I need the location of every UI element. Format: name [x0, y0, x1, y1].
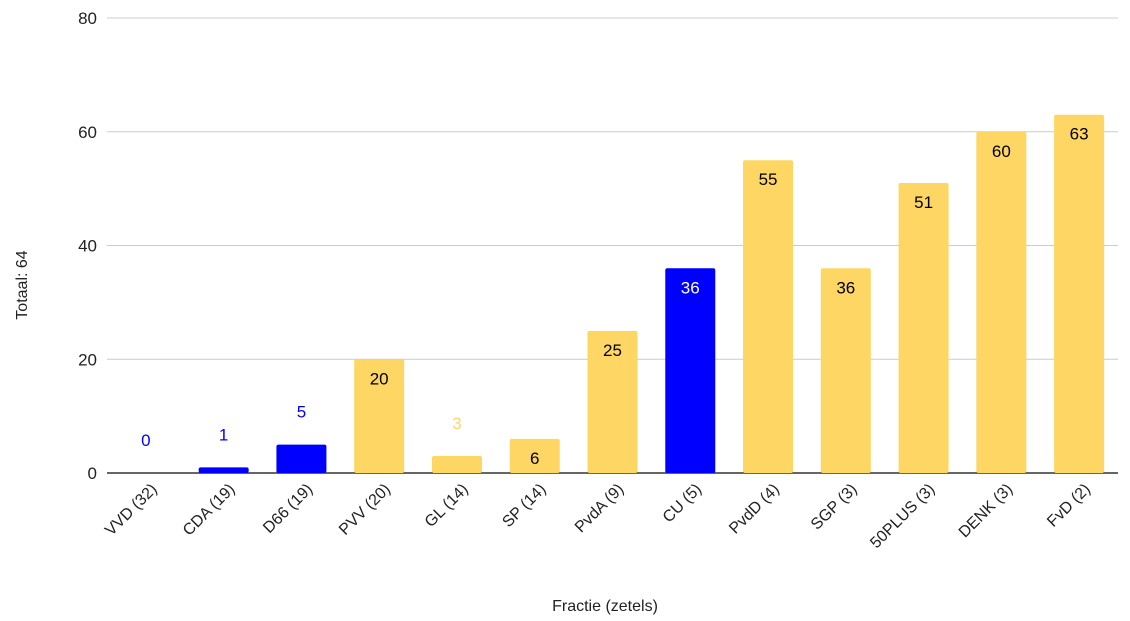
x-axis-title: Fractie (zetels): [552, 598, 658, 615]
y-axis-title: Totaal: 64: [14, 250, 31, 319]
data-label: 51: [914, 193, 933, 212]
bar: [1054, 114, 1105, 473]
x-tick-label: 50PLUS (3): [867, 481, 938, 552]
bar: [665, 268, 716, 473]
data-label: 60: [992, 142, 1011, 161]
bar: [976, 131, 1027, 473]
data-label: 36: [836, 278, 855, 297]
bar: [431, 455, 482, 473]
bar: [276, 444, 327, 473]
x-tick-label: PvdD (4): [726, 481, 783, 538]
bar: [898, 182, 949, 473]
y-tick-label: 60: [78, 123, 97, 142]
data-label: 36: [681, 278, 700, 297]
bar: [198, 467, 249, 473]
x-tick-label: SP (14): [499, 481, 549, 531]
x-tick-label: FvD (2): [1044, 481, 1094, 531]
bars: [198, 114, 1105, 473]
y-tick-label: 0: [88, 464, 97, 483]
bar: [587, 330, 638, 473]
x-tick-label: D66 (19): [260, 481, 316, 537]
data-label: 55: [759, 170, 778, 189]
data-label: 0: [141, 431, 150, 450]
data-label: 20: [370, 369, 389, 388]
x-tick-label: CU (5): [660, 481, 705, 526]
y-tick-label: 20: [78, 350, 97, 369]
x-tick-label: PvdA (9): [572, 481, 627, 536]
bar: [509, 438, 560, 473]
bar: [820, 268, 871, 473]
data-label: 5: [297, 403, 306, 422]
data-label: 25: [603, 341, 622, 360]
data-label: 63: [1070, 125, 1089, 144]
x-axis-ticks: VVD (32) CDA (19) D66 (19) PVV (20) GL (14) S…: [102, 481, 1094, 552]
data-label: 1: [219, 425, 228, 444]
bar: [743, 160, 794, 473]
x-tick-label: VVD (32): [102, 481, 161, 540]
x-tick-label: DENK (3): [956, 481, 1016, 541]
x-tick-label: GL (14): [422, 481, 472, 531]
x-tick-label: PVV (20): [336, 481, 394, 539]
y-tick-label: 80: [78, 9, 97, 28]
x-tick-label: SGP (3): [808, 481, 861, 534]
y-tick-label: 40: [78, 237, 97, 256]
data-label: 6: [530, 449, 539, 468]
x-tick-label: CDA (19): [180, 481, 239, 540]
y-axis-ticks: 0 20 40 60 80: [78, 9, 97, 483]
bar: [354, 359, 405, 473]
data-label: 3: [452, 414, 461, 433]
